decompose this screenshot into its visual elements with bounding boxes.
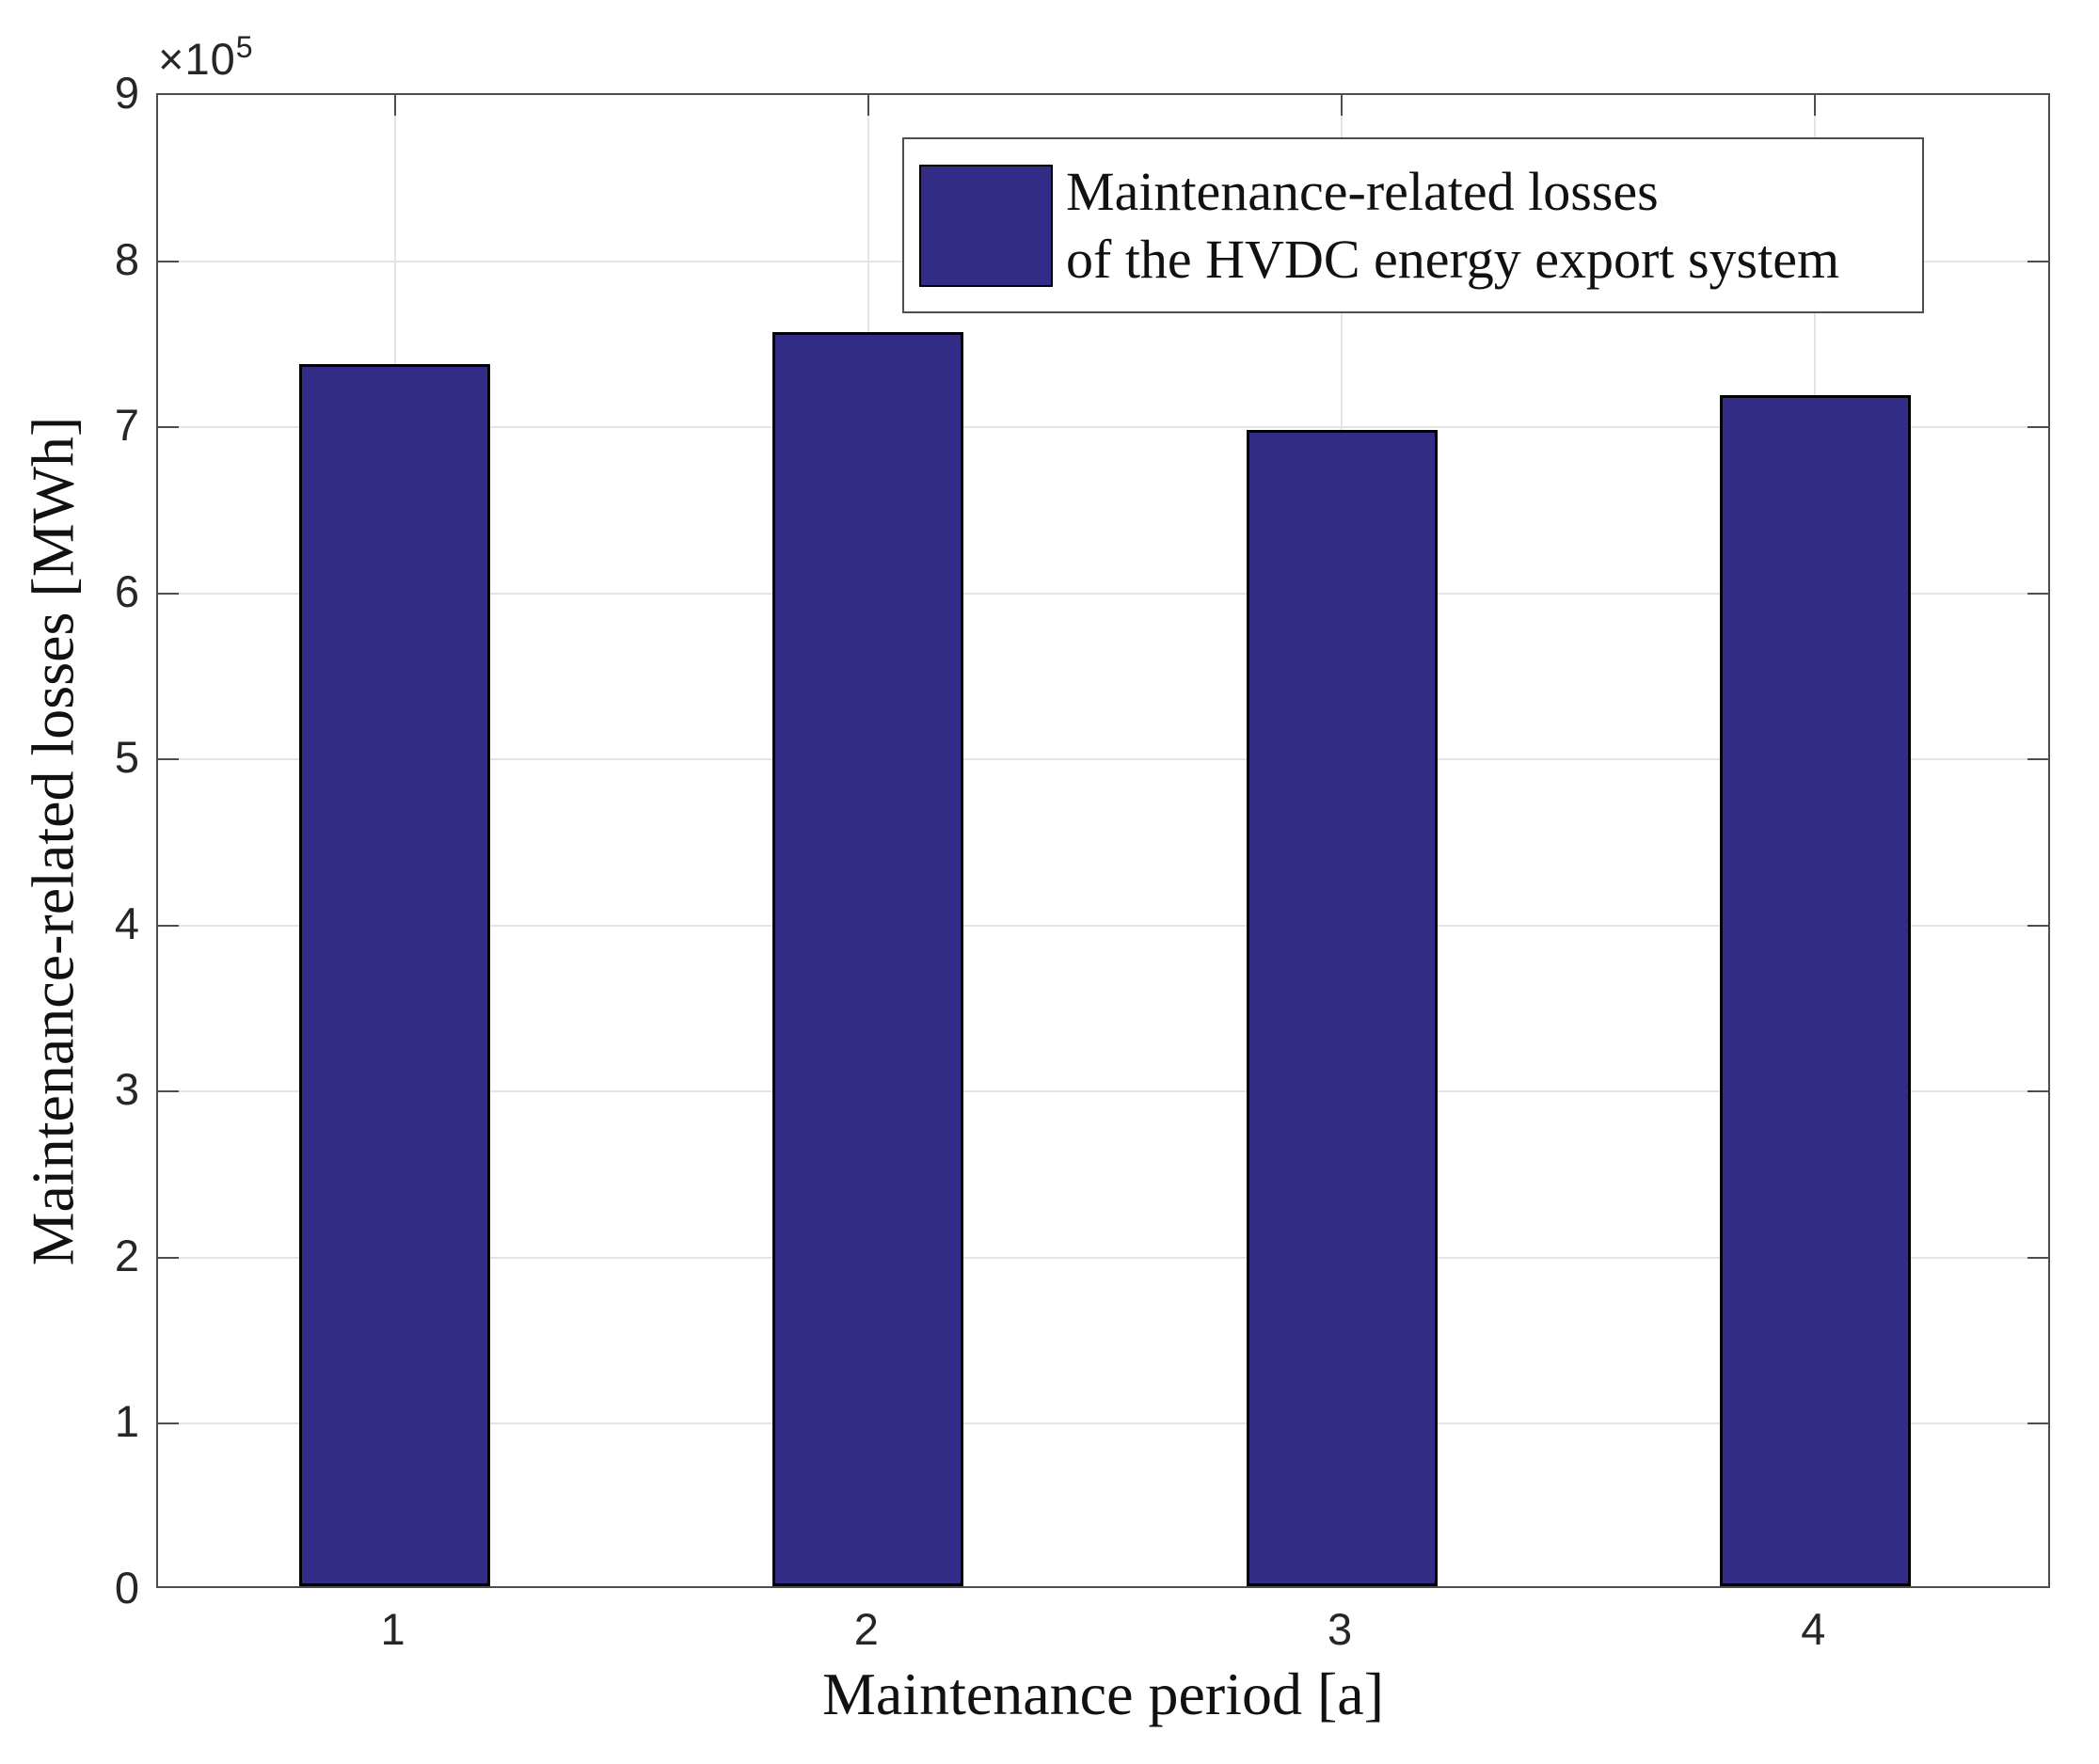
y-gridline	[158, 592, 2048, 595]
y-tick-label: 5	[114, 732, 139, 783]
bar	[1246, 430, 1438, 1586]
y-tick-label: 8	[114, 233, 139, 284]
y-axis-label: Maintenance-related losses [MWh]	[19, 416, 86, 1265]
legend-swatch	[919, 164, 1053, 287]
y-tick-label: 4	[114, 898, 139, 948]
legend-label-line2: of the HVDC energy export system	[1066, 228, 1840, 290]
x-tick-label: 4	[1801, 1604, 1826, 1654]
legend: Maintenance-related losses of the HVDC e…	[902, 137, 1924, 313]
y-axis-exponent: ×105	[158, 30, 254, 85]
y-tick-label: 1	[114, 1396, 139, 1447]
y-tick-mark-left	[158, 1256, 179, 1259]
y-tick-mark-right	[2027, 1090, 2048, 1093]
y-tick-mark-right	[2027, 260, 2048, 262]
y-gridline	[158, 426, 2048, 429]
legend-label: Maintenance-related losses of the HVDC e…	[1066, 158, 1839, 294]
y-axis-label-container: Maintenance-related losses [MWh]	[13, 93, 92, 1588]
y-tick-mark-right	[2027, 924, 2048, 927]
y-tick-mark-right	[2027, 592, 2048, 595]
y-tick-label: 0	[114, 1563, 139, 1613]
y-gridline	[158, 1090, 2048, 1093]
y-tick-mark-right	[2027, 426, 2048, 429]
y-tick-label: 7	[114, 400, 139, 451]
y-gridline	[158, 1256, 2048, 1259]
y-tick-mark-left	[158, 592, 179, 595]
x-tick-label: 3	[1328, 1604, 1353, 1654]
x-tick-mark-top	[1341, 95, 1344, 116]
y-tick-mark-right	[2027, 758, 2048, 761]
bar	[772, 332, 964, 1586]
y-tick-mark-left	[158, 1090, 179, 1093]
y-gridline	[158, 758, 2048, 761]
y-tick-mark-left	[158, 758, 179, 761]
x-tick-label: 1	[380, 1604, 405, 1654]
y-tick-label: 2	[114, 1230, 139, 1280]
y-tick-mark-right	[2027, 1256, 2048, 1259]
x-tick-mark-top	[1814, 95, 1817, 116]
y-tick-mark-left	[158, 924, 179, 927]
x-tick-label: 2	[853, 1604, 879, 1654]
x-tick-mark-top	[867, 95, 869, 116]
y-tick-mark-left	[158, 1422, 179, 1425]
y-tick-mark-left	[158, 260, 179, 262]
y-tick-label: 9	[114, 68, 139, 118]
bar	[299, 363, 491, 1586]
x-axis-label: Maintenance period [a]	[821, 1661, 1385, 1727]
y-tick-label: 6	[114, 565, 139, 616]
x-tick-mark-top	[393, 95, 396, 116]
y-tick-mark-left	[158, 426, 179, 429]
y-gridline	[158, 1422, 2048, 1425]
plot-area: Maintenance-related losses of the HVDC e…	[156, 93, 2050, 1588]
bar	[1719, 395, 1911, 1586]
y-gridline	[158, 924, 2048, 927]
y-tick-label: 3	[114, 1064, 139, 1115]
y-tick-mark-right	[2027, 1422, 2048, 1425]
exponent-base: ×10	[158, 34, 236, 84]
exponent-power: 5	[235, 30, 254, 64]
legend-label-line1: Maintenance-related losses	[1066, 160, 1659, 222]
